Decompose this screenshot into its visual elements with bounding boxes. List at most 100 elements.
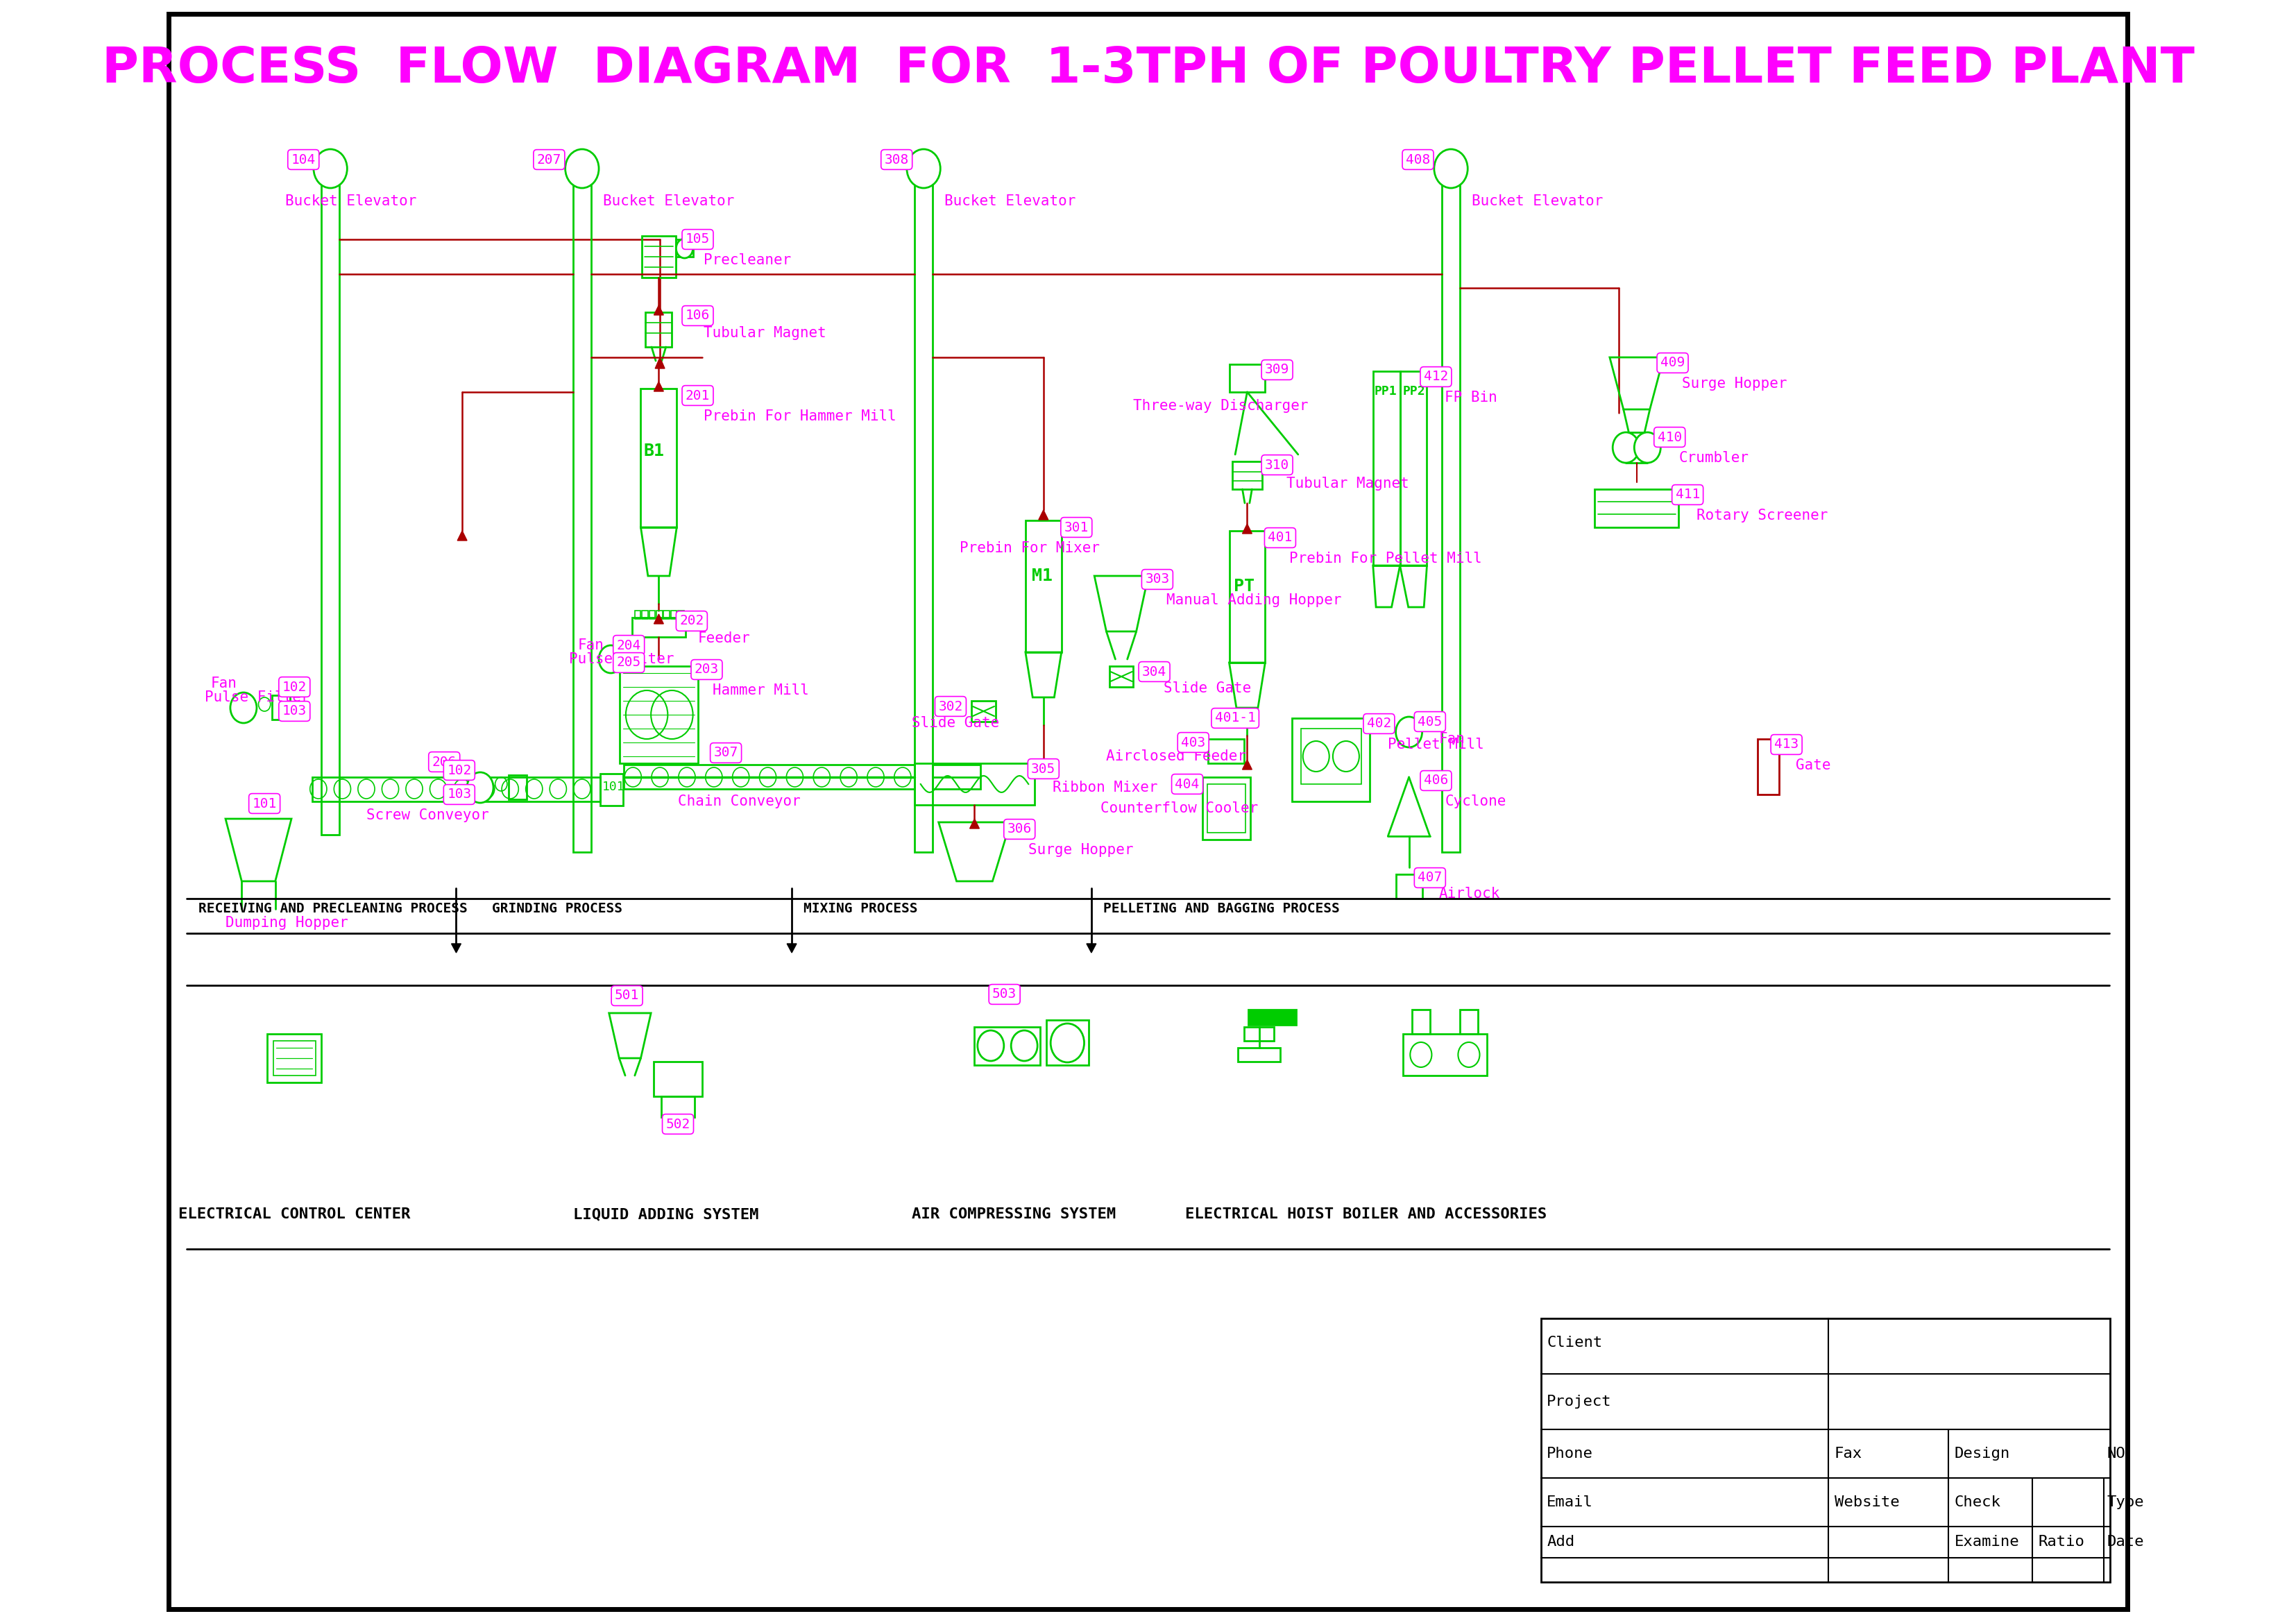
Text: ELECTRICAL HOIST: ELECTRICAL HOIST xyxy=(1185,1208,1334,1220)
Text: 412: 412 xyxy=(1424,370,1449,383)
Polygon shape xyxy=(457,531,466,540)
Bar xyxy=(1244,1027,1274,1040)
Text: Bucket Elevator: Bucket Elevator xyxy=(944,195,1077,208)
Bar xyxy=(1412,1010,1430,1034)
Text: BOILER AND ACCESSORIES: BOILER AND ACCESSORIES xyxy=(1343,1208,1548,1220)
Text: 401-1: 401-1 xyxy=(1215,711,1256,725)
Text: Screw Conveyor: Screw Conveyor xyxy=(367,808,489,823)
Text: 102: 102 xyxy=(282,680,308,693)
Polygon shape xyxy=(654,305,664,315)
Bar xyxy=(1293,717,1371,802)
Text: Pulse Filter: Pulse Filter xyxy=(204,690,310,704)
Bar xyxy=(641,388,677,527)
Text: Tubular Magnet: Tubular Magnet xyxy=(703,326,827,339)
Bar xyxy=(914,169,932,852)
Text: Tubular Magnet: Tubular Magnet xyxy=(1286,477,1410,490)
Text: 104: 104 xyxy=(292,153,315,166)
Bar xyxy=(643,235,675,278)
Bar xyxy=(1228,364,1265,393)
Text: M1: M1 xyxy=(1031,568,1052,584)
Text: Examine: Examine xyxy=(1954,1535,2018,1548)
Polygon shape xyxy=(1242,524,1251,534)
Text: Email: Email xyxy=(1548,1495,1593,1509)
Text: Fan: Fan xyxy=(1440,732,1465,747)
Bar xyxy=(654,1061,703,1097)
Text: Rotary Screener: Rotary Screener xyxy=(1697,508,1828,523)
Circle shape xyxy=(315,149,347,188)
Text: Pulse Filter: Pulse Filter xyxy=(569,652,675,665)
Bar xyxy=(971,701,996,722)
Polygon shape xyxy=(1038,510,1049,519)
Text: 301: 301 xyxy=(1063,521,1088,534)
Text: Prebin For Hammer Mill: Prebin For Hammer Mill xyxy=(703,409,895,424)
Bar xyxy=(932,764,980,789)
Text: 203: 203 xyxy=(693,664,719,677)
Text: PT: PT xyxy=(1233,578,1256,594)
Text: NO: NO xyxy=(2108,1446,2126,1461)
Bar xyxy=(273,1040,315,1076)
Bar xyxy=(1396,875,1421,899)
Text: 502: 502 xyxy=(666,1118,691,1131)
Text: 102: 102 xyxy=(448,764,471,777)
Text: Cyclone: Cyclone xyxy=(1444,795,1506,808)
Text: Prebin For Mixer: Prebin For Mixer xyxy=(960,540,1100,555)
Text: 307: 307 xyxy=(714,747,737,760)
Text: Feeder: Feeder xyxy=(698,631,751,646)
Text: 310: 310 xyxy=(1265,458,1290,472)
Text: Chain Conveyor: Chain Conveyor xyxy=(677,795,801,808)
Bar xyxy=(670,610,677,618)
Text: 413: 413 xyxy=(1775,738,1798,751)
Bar xyxy=(599,774,622,805)
Text: Add: Add xyxy=(1548,1535,1575,1548)
Text: Fax: Fax xyxy=(1835,1446,1862,1461)
Circle shape xyxy=(565,149,599,188)
Bar xyxy=(266,1034,321,1083)
Bar xyxy=(1208,784,1244,833)
Text: FP Bin: FP Bin xyxy=(1444,391,1497,404)
Bar xyxy=(677,610,684,618)
Bar xyxy=(634,610,641,618)
Text: Airlock: Airlock xyxy=(1440,886,1499,901)
Text: Prebin For Pellet Mill: Prebin For Pellet Mill xyxy=(1288,552,1481,565)
Text: 304: 304 xyxy=(1141,665,1166,678)
Polygon shape xyxy=(654,381,664,391)
Text: 402: 402 xyxy=(1366,717,1391,730)
Text: Bucket Elevator: Bucket Elevator xyxy=(604,195,735,208)
Text: Precleaner: Precleaner xyxy=(703,253,792,268)
Bar xyxy=(625,764,914,789)
Bar xyxy=(661,1097,696,1117)
Text: 202: 202 xyxy=(680,615,705,628)
Text: 501: 501 xyxy=(615,988,638,1003)
Circle shape xyxy=(1612,432,1639,463)
Text: AIR COMPRESSING SYSTEM: AIR COMPRESSING SYSTEM xyxy=(912,1208,1116,1220)
Bar xyxy=(620,665,698,763)
Text: 105: 105 xyxy=(687,232,709,247)
Text: 206: 206 xyxy=(432,755,457,768)
Text: Slide Gate: Slide Gate xyxy=(912,716,999,730)
Text: 401: 401 xyxy=(1267,531,1293,544)
Bar xyxy=(645,312,673,347)
Text: 106: 106 xyxy=(687,308,709,323)
Text: 101: 101 xyxy=(602,781,625,794)
Text: MIXING PROCESS: MIXING PROCESS xyxy=(804,902,918,915)
Text: Fan: Fan xyxy=(579,638,604,652)
Text: ELECTRICAL CONTROL CENTER: ELECTRICAL CONTROL CENTER xyxy=(179,1208,411,1220)
Text: Surge Hopper: Surge Hopper xyxy=(1029,842,1134,857)
Text: Website: Website xyxy=(1835,1495,1899,1509)
Bar xyxy=(510,776,526,800)
Bar xyxy=(631,618,687,636)
Text: Bucket Elevator: Bucket Elevator xyxy=(285,195,418,208)
Bar xyxy=(1759,738,1779,795)
Polygon shape xyxy=(452,943,461,953)
Text: 204: 204 xyxy=(618,639,641,652)
Text: Three-way Discharger: Three-way Discharger xyxy=(1134,399,1309,412)
Bar xyxy=(664,610,670,618)
Text: 406: 406 xyxy=(1424,774,1449,787)
Bar xyxy=(675,239,693,256)
Bar xyxy=(1238,1048,1281,1061)
Bar xyxy=(1208,738,1244,763)
Polygon shape xyxy=(969,818,980,828)
Bar xyxy=(650,610,654,618)
Text: RECEIVING AND PRECLEANING PROCESS: RECEIVING AND PRECLEANING PROCESS xyxy=(197,902,468,915)
Text: Date: Date xyxy=(2108,1535,2144,1548)
